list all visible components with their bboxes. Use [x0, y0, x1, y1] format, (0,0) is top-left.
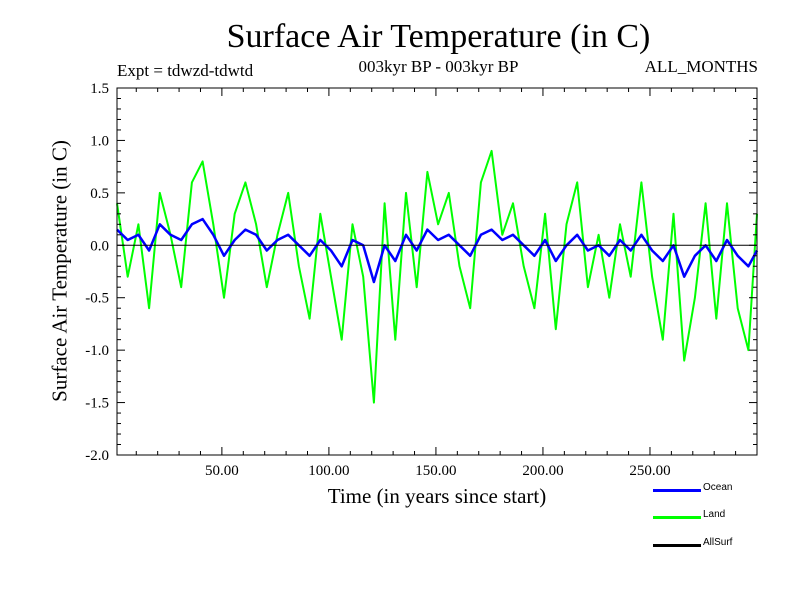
y-tick-label: -1.0 — [85, 343, 109, 359]
y-tick-label: -1.5 — [85, 396, 109, 412]
tick-layer: 50.00 100.00 150.00 200.00 250.00 -2.0 -1.5 -1.… — [85, 81, 757, 479]
x-tick-label: 100.00 — [308, 463, 349, 479]
chart-title: Surface Air Temperature (in C) — [226, 18, 651, 55]
legend-label-allsurf: AllSurf — [703, 537, 733, 548]
y-tick-label: 1.0 — [90, 133, 109, 149]
y-tick-label: -0.5 — [85, 291, 109, 307]
period-label: ALL_MONTHS — [644, 57, 758, 76]
y-tick-label: -2.0 — [85, 448, 109, 464]
x-tick-label: 200.00 — [522, 463, 563, 479]
plot-frame — [116, 87, 758, 456]
series-line-land — [116, 149, 758, 404]
y-axis-label: Surface Air Temperature (in C) — [47, 140, 72, 402]
legend-swatch-land — [653, 516, 701, 519]
legend-label-ocean: Ocean — [703, 482, 733, 493]
x-tick-label: 250.00 — [629, 463, 670, 479]
x-axis-label: Time (in years since start) — [327, 484, 547, 508]
series-layer — [116, 149, 759, 404]
legend-label-land: Land — [703, 509, 726, 520]
x-tick-label: 150.00 — [415, 463, 456, 479]
x-tick-label: 50.00 — [205, 463, 239, 479]
legend-swatch-allsurf — [653, 544, 701, 547]
series-line-ocean — [116, 217, 759, 284]
experiment-label: Expt = tdwzd-tdwtd — [117, 61, 254, 80]
legend-swatch-ocean — [653, 489, 701, 492]
y-tick-label: 0.5 — [90, 186, 109, 202]
y-tick-label: 1.5 — [90, 81, 109, 97]
chart-subtitle: 003kyr BP - 003kyr BP — [358, 57, 519, 76]
y-tick-label: 0.0 — [90, 238, 109, 254]
